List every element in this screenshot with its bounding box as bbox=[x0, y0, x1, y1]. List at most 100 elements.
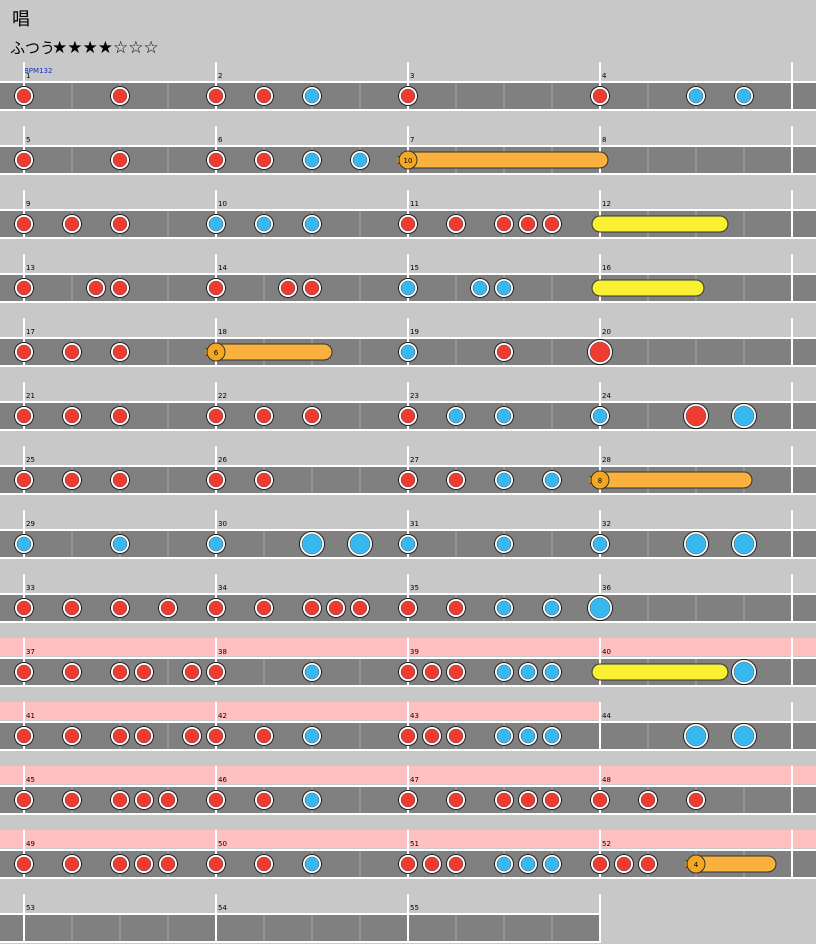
note bbox=[734, 86, 754, 106]
note-face bbox=[544, 856, 560, 872]
note-face bbox=[592, 88, 608, 104]
note bbox=[731, 659, 757, 685]
note-face bbox=[88, 280, 104, 296]
note-face bbox=[304, 664, 320, 680]
measure-number: 34 bbox=[218, 584, 227, 592]
note-face bbox=[448, 216, 464, 232]
note bbox=[110, 726, 130, 746]
note-face bbox=[448, 792, 464, 808]
note-face bbox=[136, 792, 152, 808]
note bbox=[158, 790, 178, 810]
note bbox=[638, 854, 658, 874]
note-face bbox=[16, 152, 32, 168]
note-face bbox=[112, 856, 128, 872]
note bbox=[14, 278, 34, 298]
note-face bbox=[64, 408, 80, 424]
note bbox=[278, 278, 298, 298]
note-face bbox=[112, 472, 128, 488]
measure-number: 1 bbox=[26, 72, 30, 80]
note bbox=[446, 406, 466, 426]
note bbox=[494, 406, 514, 426]
note-face bbox=[208, 88, 224, 104]
note bbox=[590, 854, 610, 874]
measure-number: 27 bbox=[410, 456, 419, 464]
note bbox=[731, 531, 757, 557]
note bbox=[587, 595, 613, 621]
gogo-band bbox=[0, 638, 216, 656]
note-face bbox=[16, 728, 32, 744]
note bbox=[590, 534, 610, 554]
note bbox=[206, 790, 226, 810]
note bbox=[206, 406, 226, 426]
roll-bar bbox=[591, 279, 705, 297]
note bbox=[110, 470, 130, 490]
note-face bbox=[16, 88, 32, 104]
note bbox=[110, 854, 130, 874]
note bbox=[542, 598, 562, 618]
note-face bbox=[448, 728, 464, 744]
note bbox=[254, 598, 274, 618]
note-face bbox=[544, 472, 560, 488]
measure-number: 38 bbox=[218, 648, 227, 656]
note-face bbox=[112, 216, 128, 232]
note bbox=[446, 790, 466, 810]
gogo-band bbox=[216, 766, 408, 784]
balloon-count: 8 bbox=[598, 477, 602, 485]
note bbox=[206, 662, 226, 682]
note bbox=[182, 662, 202, 682]
note-face bbox=[256, 408, 272, 424]
note bbox=[110, 278, 130, 298]
note-face bbox=[208, 664, 224, 680]
note-face bbox=[64, 792, 80, 808]
measure-number: 50 bbox=[218, 840, 227, 848]
note-face bbox=[301, 533, 323, 555]
note-face bbox=[256, 600, 272, 616]
note bbox=[62, 790, 82, 810]
note bbox=[14, 598, 34, 618]
note-face bbox=[496, 536, 512, 552]
note bbox=[62, 662, 82, 682]
note bbox=[302, 790, 322, 810]
roll-bar bbox=[399, 151, 609, 169]
measure-number: 52 bbox=[602, 840, 611, 848]
note-face bbox=[496, 856, 512, 872]
measure-number: 31 bbox=[410, 520, 419, 528]
note-face bbox=[496, 280, 512, 296]
note bbox=[62, 598, 82, 618]
note-face bbox=[448, 856, 464, 872]
note bbox=[62, 406, 82, 426]
note-face bbox=[16, 408, 32, 424]
note bbox=[302, 150, 322, 170]
note-face bbox=[400, 792, 416, 808]
note-face bbox=[400, 408, 416, 424]
note bbox=[683, 723, 709, 749]
gogo-band bbox=[408, 766, 600, 784]
bpm-label: BPM132 bbox=[24, 67, 52, 75]
gogo-band bbox=[408, 830, 600, 848]
note-face bbox=[160, 600, 176, 616]
note-face bbox=[208, 280, 224, 296]
measure-number: 26 bbox=[218, 456, 227, 464]
note-face bbox=[400, 472, 416, 488]
note bbox=[254, 214, 274, 234]
note bbox=[302, 662, 322, 682]
note bbox=[446, 854, 466, 874]
note bbox=[14, 790, 34, 810]
stars: ★★★★☆☆☆ bbox=[52, 38, 159, 58]
roll-bar bbox=[591, 471, 753, 489]
note-face bbox=[589, 341, 611, 363]
note-face bbox=[328, 600, 344, 616]
note bbox=[347, 531, 373, 557]
note bbox=[62, 214, 82, 234]
note bbox=[686, 790, 706, 810]
note bbox=[446, 214, 466, 234]
note-face bbox=[112, 344, 128, 360]
note bbox=[470, 278, 490, 298]
measure-number: 10 bbox=[218, 200, 227, 208]
note bbox=[254, 86, 274, 106]
note-face bbox=[616, 856, 632, 872]
note-face bbox=[112, 728, 128, 744]
note-face bbox=[448, 408, 464, 424]
note-face bbox=[112, 536, 128, 552]
note bbox=[398, 214, 418, 234]
